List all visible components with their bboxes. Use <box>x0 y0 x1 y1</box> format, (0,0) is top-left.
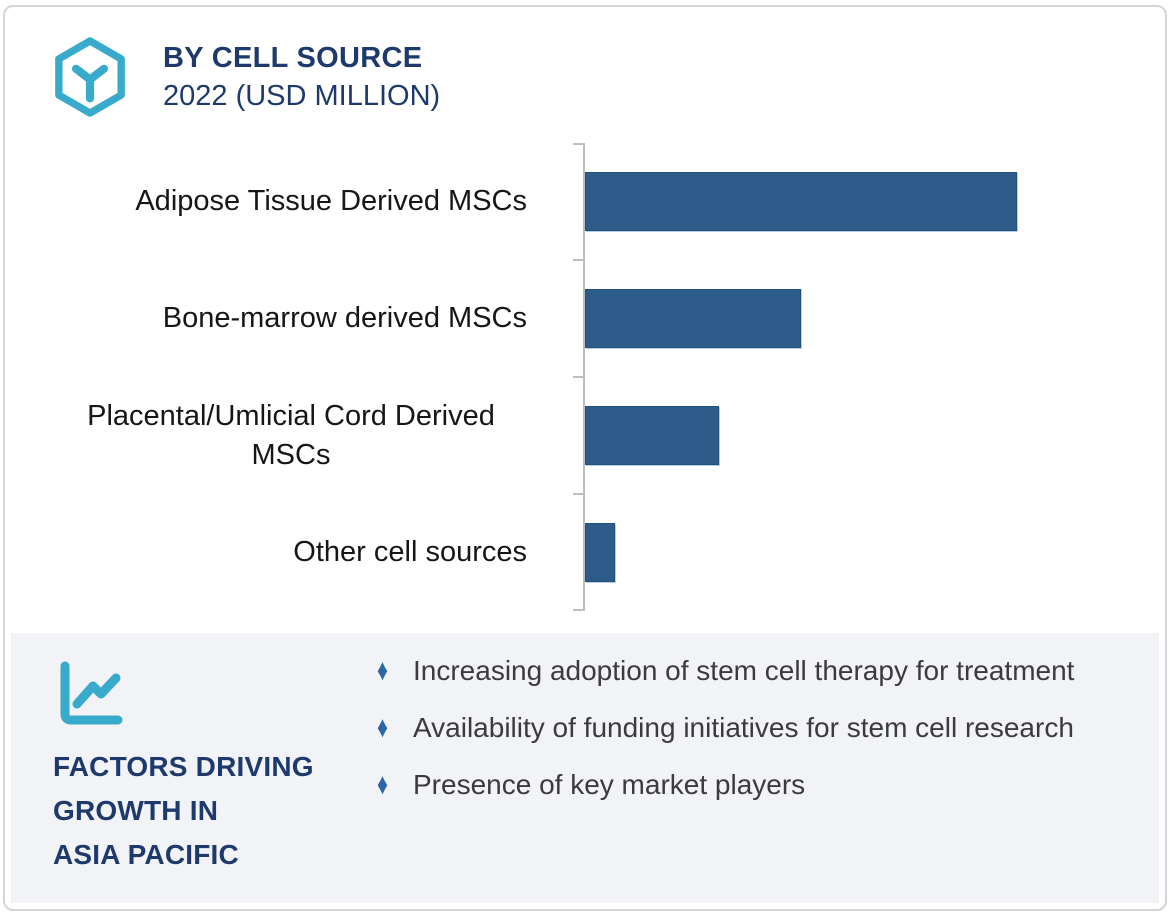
chart-title-block: BY CELL SOURCE 2022 (USD MILLION) <box>163 39 440 115</box>
bar <box>585 172 1018 231</box>
bullet-item: ♦ Increasing adoption of stem cell therap… <box>377 650 1139 691</box>
category-label: Placental/Umlicial Cord Derived MSCs <box>87 399 495 471</box>
line-chart-icon <box>60 661 123 725</box>
bullet-list: ♦ Increasing adoption of stem cell therap… <box>377 650 1139 805</box>
bar <box>585 523 616 582</box>
factors-panel-left: FACTORS DRIVING GROWTH IN ASIA PACIFIC <box>11 633 341 903</box>
bullet-item: ♦ Presence of key market players <box>377 764 1139 805</box>
bar <box>585 289 802 348</box>
category-label: Bone-marrow derived MSCs <box>162 302 527 334</box>
axis-tick <box>573 259 583 261</box>
y-axis <box>583 143 585 611</box>
category-label: Other cell sources <box>293 536 527 568</box>
bar-chart-rows: Adipose Tissue Derived MSCs Bone-marrow d… <box>5 143 1165 611</box>
factors-panel: FACTORS DRIVING GROWTH IN ASIA PACIFIC ♦… <box>11 633 1159 903</box>
bar-track <box>583 406 1165 465</box>
axis-tick <box>573 609 583 611</box>
bullet-text: Presence of key market players <box>413 769 806 800</box>
bullet-item: ♦ Availability of funding initiatives for… <box>377 707 1139 748</box>
diamond-bullet-icon: ♦ <box>377 768 389 801</box>
bullet-text: Increasing adoption of stem cell therapy… <box>413 655 1075 686</box>
bullet-text: Availability of funding initiatives for … <box>413 712 1074 743</box>
diamond-bullet-icon: ♦ <box>377 711 389 744</box>
infographic-card: BY CELL SOURCE 2022 (USD MILLION) Adipos… <box>3 5 1167 911</box>
chart-subtitle: 2022 (USD MILLION) <box>163 80 441 112</box>
bar-track <box>583 289 1165 348</box>
chart-row: Other cell sources <box>5 494 1165 611</box>
chart-title: BY CELL SOURCE <box>163 42 423 74</box>
bar-chart: Adipose Tissue Derived MSCs Bone-marrow d… <box>5 143 1165 611</box>
factors-panel-title: FACTORS DRIVING GROWTH IN ASIA PACIFIC <box>53 751 314 870</box>
diamond-bullet-icon: ♦ <box>377 654 389 687</box>
bar-track <box>583 523 1165 582</box>
bar <box>585 406 719 465</box>
factors-panel-right: ♦ Increasing adoption of stem cell therap… <box>341 633 1159 903</box>
chart-header: BY CELL SOURCE 2022 (USD MILLION) <box>49 33 1165 121</box>
bar-track <box>583 172 1165 231</box>
chart-row: Placental/Umlicial Cord Derived MSCs <box>5 377 1165 494</box>
chart-row: Adipose Tissue Derived MSCs <box>5 143 1165 260</box>
chart-row: Bone-marrow derived MSCs <box>5 260 1165 377</box>
category-label: Adipose Tissue Derived MSCs <box>135 185 527 217</box>
axis-tick <box>573 143 583 145</box>
hexagon-cube-icon <box>55 37 125 117</box>
axis-tick <box>573 493 583 495</box>
axis-tick <box>573 376 583 378</box>
